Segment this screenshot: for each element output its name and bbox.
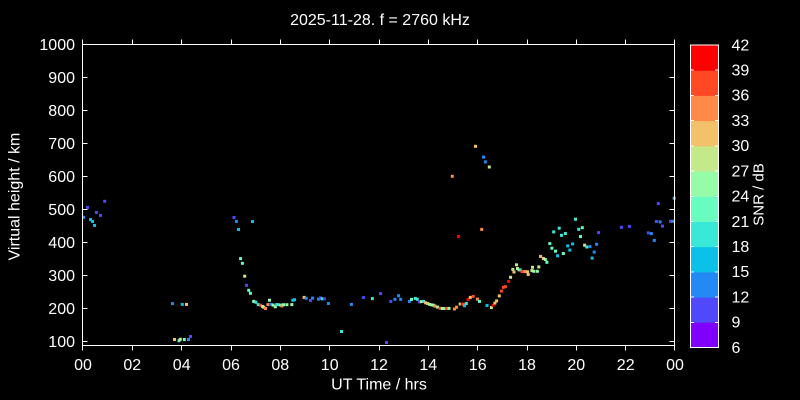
svg-text:08: 08 <box>271 357 289 374</box>
svg-text:UT Time / hrs: UT Time / hrs <box>331 377 427 394</box>
svg-text:20: 20 <box>567 357 585 374</box>
svg-text:9: 9 <box>732 315 741 332</box>
svg-text:42: 42 <box>732 37 750 54</box>
svg-text:SNR / dB: SNR / dB <box>751 163 768 226</box>
svg-text:16: 16 <box>469 357 487 374</box>
svg-text:24: 24 <box>732 189 750 206</box>
svg-text:800: 800 <box>48 103 75 120</box>
svg-text:1000: 1000 <box>39 37 75 54</box>
svg-text:33: 33 <box>732 113 750 130</box>
svg-text:2025-11-28. f = 2760 kHz: 2025-11-28. f = 2760 kHz <box>290 12 470 29</box>
svg-text:30: 30 <box>732 138 750 155</box>
svg-text:500: 500 <box>48 202 75 219</box>
svg-text:00: 00 <box>666 357 684 374</box>
svg-text:18: 18 <box>518 357 536 374</box>
svg-text:21: 21 <box>732 214 750 231</box>
svg-text:Virtual height / km: Virtual height / km <box>7 133 24 261</box>
svg-text:18: 18 <box>732 239 750 256</box>
svg-text:100: 100 <box>48 334 75 351</box>
svg-text:6: 6 <box>732 340 741 357</box>
svg-text:300: 300 <box>48 268 75 285</box>
svg-text:27: 27 <box>732 163 750 180</box>
svg-text:400: 400 <box>48 235 75 252</box>
svg-text:12: 12 <box>370 357 388 374</box>
svg-text:600: 600 <box>48 169 75 186</box>
svg-text:200: 200 <box>48 301 75 318</box>
svg-text:900: 900 <box>48 70 75 87</box>
svg-text:02: 02 <box>123 357 141 374</box>
svg-text:15: 15 <box>732 264 750 281</box>
svg-text:10: 10 <box>321 357 339 374</box>
svg-text:39: 39 <box>732 63 750 80</box>
svg-text:700: 700 <box>48 136 75 153</box>
svg-text:22: 22 <box>617 357 635 374</box>
svg-text:06: 06 <box>222 357 240 374</box>
svg-text:14: 14 <box>419 357 437 374</box>
svg-text:36: 36 <box>732 88 750 105</box>
svg-text:00: 00 <box>74 357 92 374</box>
svg-text:12: 12 <box>732 289 750 306</box>
svg-text:04: 04 <box>173 357 191 374</box>
